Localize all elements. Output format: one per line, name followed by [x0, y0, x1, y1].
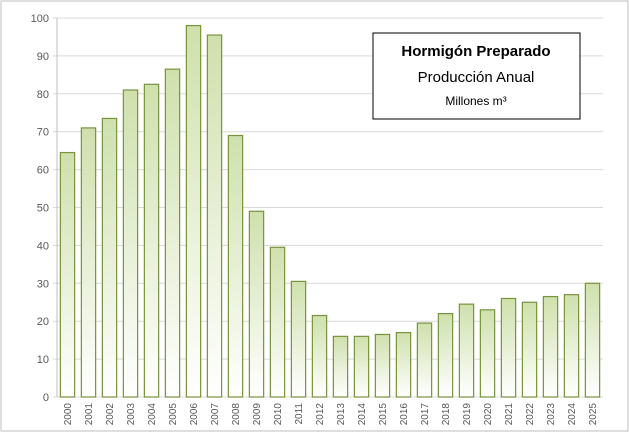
- bar: [395, 331, 412, 398]
- x-tick-label: 2007: [210, 403, 221, 426]
- y-tick-label: 80: [37, 89, 49, 101]
- x-tick-label: 2020: [483, 403, 494, 426]
- y-tick-label: 40: [37, 240, 49, 252]
- x-tick-label: 2011: [294, 403, 305, 425]
- x-tick-label: 2012: [315, 403, 326, 426]
- bar: [206, 34, 223, 398]
- y-tick-label: 50: [37, 203, 49, 215]
- x-tick-label: 2016: [399, 403, 410, 426]
- x-tick-label: 2018: [441, 403, 452, 426]
- bar: [353, 335, 370, 398]
- x-tick-label: 2013: [336, 403, 347, 426]
- y-tick-label: 30: [37, 278, 49, 290]
- bar: [248, 210, 265, 398]
- bar: [122, 89, 139, 398]
- y-tick-label: 100: [31, 13, 49, 25]
- x-tick-label: 2014: [357, 403, 368, 426]
- annotation: Producción Anual: [418, 69, 535, 86]
- bar: [164, 68, 181, 398]
- x-tick-label: 2017: [420, 403, 431, 426]
- bar: [227, 134, 244, 398]
- y-tick-label: 20: [37, 316, 49, 328]
- x-tick-label: 2015: [378, 403, 389, 426]
- annotation: Hormigón Preparado: [401, 43, 550, 60]
- bar: [542, 295, 559, 398]
- bar: [80, 127, 97, 398]
- bar: [479, 309, 496, 398]
- x-tick-label: 2004: [147, 403, 158, 426]
- bar: [563, 294, 580, 398]
- bar: [521, 301, 538, 398]
- x-tick-label: 2000: [63, 403, 74, 426]
- bar: [185, 24, 202, 398]
- y-tick-label: 60: [37, 165, 49, 177]
- bar: [59, 151, 76, 398]
- x-tick-label: 2009: [252, 403, 263, 426]
- x-tick-label: 2006: [189, 403, 200, 426]
- y-tick-label: 70: [37, 127, 49, 139]
- y-tick-label: 0: [43, 392, 49, 404]
- x-tick-label: 2019: [462, 403, 473, 426]
- bar: [416, 322, 433, 398]
- bar: [374, 333, 391, 398]
- title-box-border: [372, 32, 581, 120]
- bar: [584, 282, 601, 398]
- y-tick-label: 10: [37, 354, 49, 366]
- x-tick-label: 2025: [588, 403, 599, 426]
- x-tick-label: 2008: [231, 403, 242, 426]
- title-box: Hormigón Preparado Producción Anual Mill…: [372, 32, 581, 120]
- x-tick-label: 2024: [567, 403, 578, 426]
- bar: [101, 117, 118, 398]
- bar: [269, 246, 286, 398]
- x-tick-label: 2022: [525, 403, 536, 426]
- x-tick-label: 2005: [168, 403, 179, 426]
- bar: [437, 313, 454, 398]
- x-tick-label: 2010: [273, 403, 284, 426]
- bar: [143, 83, 160, 398]
- bar: [311, 314, 328, 398]
- bar: [500, 297, 517, 398]
- bar: [290, 280, 307, 398]
- y-tick-label: 90: [37, 51, 49, 63]
- x-tick-label: 2003: [126, 403, 137, 426]
- x-tick-label: 2001: [84, 403, 95, 426]
- x-tick-label: 2002: [105, 403, 116, 426]
- bar: [332, 335, 349, 398]
- bar: [458, 303, 475, 398]
- annotation: Millones m³: [445, 94, 506, 108]
- x-tick-label: 2021: [504, 403, 515, 426]
- x-tick-label: 2023: [546, 403, 557, 426]
